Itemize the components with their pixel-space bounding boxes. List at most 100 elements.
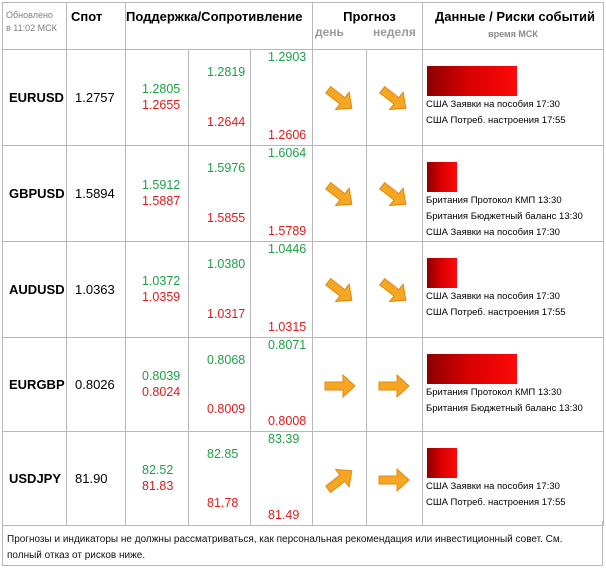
spot-value: 1.0363: [75, 282, 115, 297]
support-level-2: 1.2644: [207, 115, 246, 129]
resistance-level-3: 83.39: [268, 432, 300, 446]
updated-cell: Обновлено в 11:02 МСК: [2, 2, 67, 50]
level3-cell: 1.0446 1.0315: [250, 241, 313, 338]
events-cell: Британия Протокол КМП 13:30 Британия Бюдж…: [422, 337, 605, 432]
events-cell: США Заявки на пособия 17:30 США Потреб. н…: [422, 49, 605, 146]
resistance-level-1: 0.8039: [142, 369, 181, 383]
arrow-down-right-icon: [377, 85, 411, 112]
day-forecast-cell: [312, 337, 367, 432]
support-level-3: 81.49: [268, 508, 300, 522]
support-level-3: 0.8008: [268, 414, 307, 428]
resistance-level-3: 1.2903: [268, 50, 307, 64]
day-forecast-cell: [312, 431, 367, 526]
event-item: США Потреб. настроения 17:55: [426, 497, 566, 508]
pair-label: EURGBP: [9, 377, 65, 392]
day-forecast-cell: [312, 49, 367, 146]
level3-cell: 0.8071 0.8008: [250, 337, 313, 432]
level2-cell: 0.8068 0.8009: [188, 337, 251, 432]
table-row: EURUSD 1.2757 1.2805 1.2655 1.2819 1.264…: [2, 49, 605, 146]
spot-value: 81.90: [75, 471, 108, 486]
events-cell: США Заявки на пособия 17:30 США Потреб. н…: [422, 431, 605, 526]
day-subheader: день: [315, 25, 344, 39]
support-level-2: 0.8009: [207, 402, 246, 416]
level1-cell: 1.5912 1.5887: [125, 145, 189, 242]
week-forecast-cell: [365, 431, 424, 526]
resistance-level-1: 1.2805: [142, 82, 181, 96]
pair-cell: EURGBP: [2, 337, 67, 432]
risk-bar: [427, 448, 458, 478]
arrow-right-icon: [323, 373, 357, 399]
pair-label: GBPUSD: [9, 186, 65, 201]
level3-cell: 83.39 81.49: [250, 431, 313, 526]
events-label: Данные / Риски событий: [435, 9, 596, 24]
resistance-level-2: 1.5976: [207, 161, 246, 175]
week-subheader: неделя: [373, 25, 416, 39]
pair-cell: USDJPY: [2, 431, 67, 526]
events-header: Данные / Риски событий время МСК: [422, 2, 605, 50]
level1-cell: 0.8039 0.8024: [125, 337, 189, 432]
updated-label: Обновлено: [6, 10, 53, 20]
arrow-down-right-icon: [323, 277, 357, 304]
resistance-level-2: 0.8068: [207, 353, 246, 367]
disclaimer-text: Прогнозы и индикаторы не должны рассматр…: [7, 534, 563, 561]
resistance-level-1: 1.5912: [142, 178, 181, 192]
pair-cell: AUDUSD: [2, 241, 67, 338]
table-row: EURGBP 0.8026 0.8039 0.8024 0.8068 0.800…: [2, 337, 605, 432]
pair-label: AUDUSD: [9, 282, 65, 297]
event-item: Британия Бюджетный баланс 13:30: [426, 211, 583, 222]
forecast-table: Обновлено в 11:02 МСК Спот Поддержка/Соп…: [2, 2, 605, 526]
table-row: AUDUSD 1.0363 1.0372 1.0359 1.0380 1.031…: [2, 241, 605, 338]
support-level-1: 1.0359: [142, 290, 181, 304]
resistance-level-2: 1.2819: [207, 65, 246, 79]
updated-time: в 11:02 МСК: [6, 23, 57, 33]
table-row: USDJPY 81.90 82.52 81.83 82.85 81.78 83.…: [2, 431, 605, 526]
arrow-down-right-icon: [323, 85, 357, 112]
day-forecast-cell: [312, 241, 367, 338]
resistance-level-3: 1.6064: [268, 146, 307, 160]
events-cell: США Заявки на пособия 17:30 США Потреб. н…: [422, 241, 605, 338]
event-item: США Потреб. настроения 17:55: [426, 307, 566, 318]
pair-cell: EURUSD: [2, 49, 67, 146]
risk-bar: [427, 162, 458, 192]
support-level-3: 1.0315: [268, 320, 307, 334]
level3-cell: 1.6064 1.5789: [250, 145, 313, 242]
support-level-1: 81.83: [142, 479, 174, 493]
event-item: США Заявки на пособия 17:30: [426, 99, 560, 110]
spot-header: Спот: [66, 2, 126, 50]
table-row: GBPUSD 1.5894 1.5912 1.5887 1.5976 1.585…: [2, 145, 605, 242]
events-cell: Британия Протокол КМП 13:30 Британия Бюдж…: [422, 145, 605, 242]
level1-cell: 1.2805 1.2655: [125, 49, 189, 146]
arrow-up-right-icon: [323, 467, 357, 494]
event-item: США Заявки на пособия 17:30: [426, 481, 560, 492]
arrow-right-icon: [377, 467, 411, 493]
arrow-down-right-icon: [377, 277, 411, 304]
risk-bar: [427, 354, 518, 384]
support-level-3: 1.5789: [268, 224, 307, 238]
arrow-down-right-icon: [377, 181, 411, 208]
resistance-level-2: 1.0380: [207, 257, 246, 271]
support-level-1: 0.8024: [142, 385, 181, 399]
level1-cell: 82.52 81.83: [125, 431, 189, 526]
disclaimer-box: Прогнозы и индикаторы не должны рассматр…: [2, 521, 603, 566]
event-item: Британия Протокол КМП 13:30: [426, 195, 562, 206]
forecast-label: Прогноз: [343, 9, 396, 24]
pair-cell: GBPUSD: [2, 145, 67, 242]
support-level-2: 1.5855: [207, 211, 246, 225]
spot-cell: 1.2757: [66, 49, 126, 146]
week-forecast-cell: [365, 145, 424, 242]
level2-cell: 1.0380 1.0317: [188, 241, 251, 338]
event-item: США Потреб. настроения 17:55: [426, 115, 566, 126]
event-item: Британия Протокол КМП 13:30: [426, 387, 562, 398]
header-row: Обновлено в 11:02 МСК Спот Поддержка/Соп…: [2, 2, 605, 50]
spot-value: 1.2757: [75, 90, 115, 105]
event-item: США Заявки на пособия 17:30: [426, 227, 560, 238]
spot-cell: 1.5894: [66, 145, 126, 242]
risk-bar: [427, 258, 458, 288]
forecast-header: Прогноз день неделя: [311, 2, 424, 50]
pair-label: USDJPY: [9, 471, 62, 486]
events-time-label: время МСК: [488, 29, 538, 39]
support-level-1: 1.5887: [142, 194, 181, 208]
support-resistance-label: Поддержка/Сопротивление: [126, 9, 303, 24]
resistance-level-2: 82.85: [207, 447, 239, 461]
